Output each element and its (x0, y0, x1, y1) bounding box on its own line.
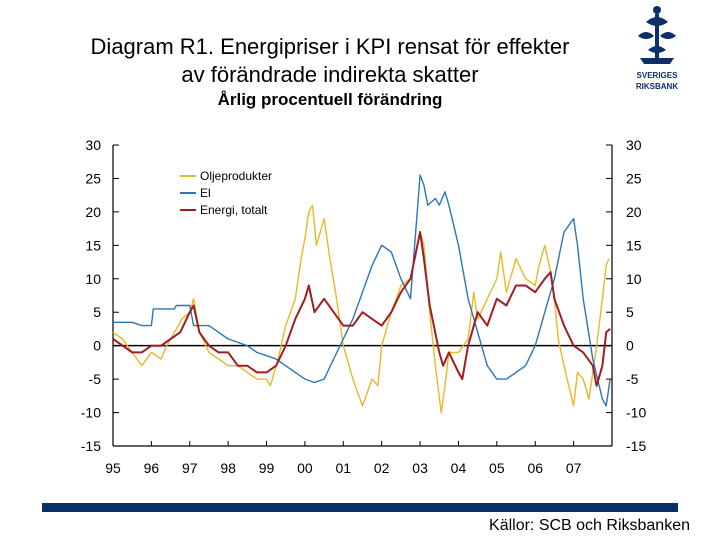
y-tick-label-right: 10 (626, 271, 642, 287)
x-tick-label: 02 (374, 460, 390, 476)
y-tick-label-left: -10 (81, 405, 101, 421)
x-tick-label: 06 (527, 460, 543, 476)
y-tick-label-right: 15 (626, 237, 642, 253)
y-tick-label-left: 10 (85, 271, 101, 287)
y-tick-label-right: 5 (626, 304, 634, 320)
x-tick-label: 96 (144, 460, 160, 476)
x-tick-label: 07 (566, 460, 582, 476)
x-tick-label: 01 (336, 460, 352, 476)
x-tick-label: 05 (489, 460, 505, 476)
y-tick-label-right: -15 (626, 438, 646, 454)
svg-text:SVERIGES: SVERIGES (637, 71, 679, 80)
series-line-3 (112, 231, 611, 387)
y-tick-label-left: -5 (89, 371, 102, 387)
legend-label-2: El (200, 186, 211, 200)
y-tick-label-left: -15 (81, 438, 101, 454)
legend-label-1: Oljeprodukter (200, 169, 272, 183)
y-tick-label-left: 0 (93, 338, 101, 354)
y-tick-label-right: 25 (626, 170, 642, 186)
x-tick-label: 04 (451, 460, 467, 476)
riksbank-logo: SVERIGES RIKSBANK (636, 6, 679, 91)
x-tick-label: 97 (182, 460, 198, 476)
y-tick-label-left: 15 (85, 237, 101, 253)
y-tick-label-left: 5 (93, 304, 101, 320)
footer-bar (42, 503, 678, 512)
series-line-1 (112, 204, 610, 414)
svg-text:RIKSBANK: RIKSBANK (636, 82, 678, 91)
y-tick-label-left: 25 (85, 170, 101, 186)
series-line-2 (113, 174, 611, 407)
y-tick-label-right: 30 (626, 137, 642, 153)
legend-label-3: Energi, totalt (200, 203, 268, 217)
y-tick-label-left: 30 (85, 137, 101, 153)
x-tick-label: 99 (259, 460, 275, 476)
y-tick-label-left: 20 (85, 204, 101, 220)
source-note: Källor: SCB och Riksbanken (489, 517, 690, 534)
x-tick-label: 98 (220, 460, 236, 476)
x-tick-label: 95 (105, 460, 121, 476)
y-tick-label-right: 20 (626, 204, 642, 220)
chart-title-line2: av förändrade indirekta skatter (181, 62, 479, 87)
x-tick-label: 03 (412, 460, 428, 476)
y-tick-label-right: 0 (626, 338, 634, 354)
chart-title-line1: Diagram R1. Energipriser i KPI rensat fö… (90, 34, 570, 59)
y-tick-label-right: -10 (626, 405, 646, 421)
chart-subtitle: Årlig procentuell förändring (217, 90, 443, 109)
y-tick-label-right: -5 (626, 371, 639, 387)
x-tick-label: 00 (297, 460, 313, 476)
